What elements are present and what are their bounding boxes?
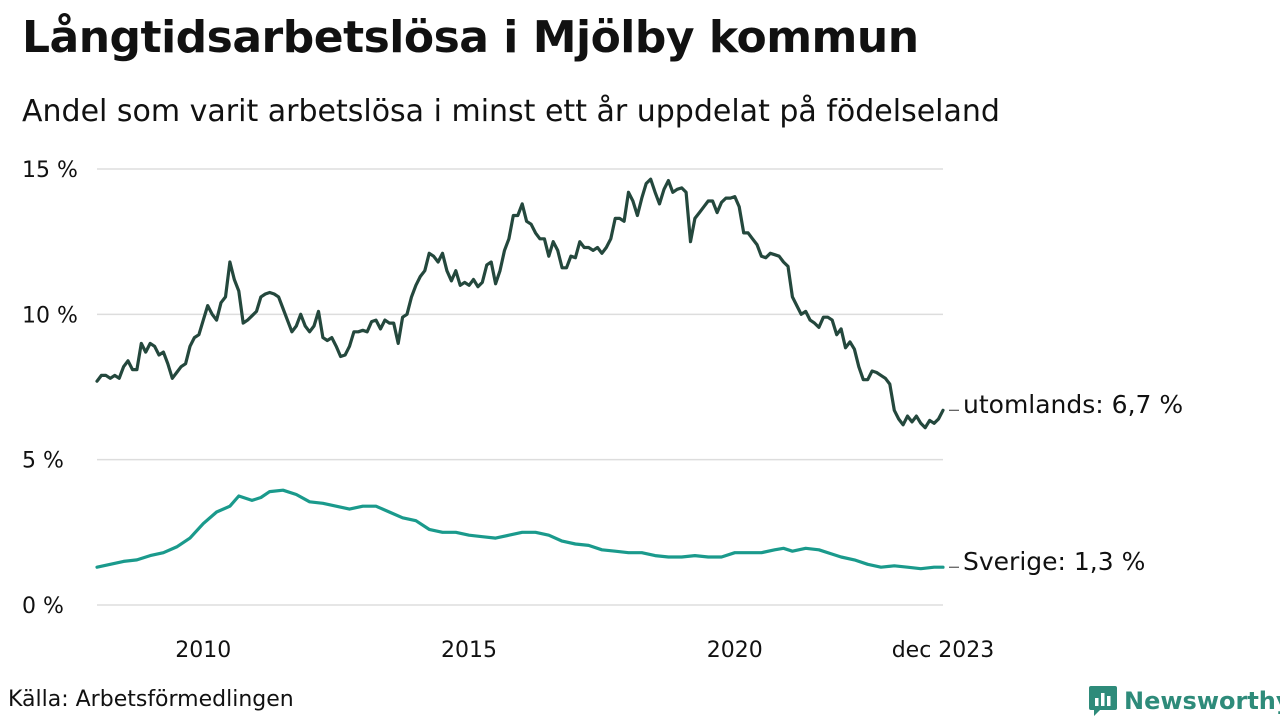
series-line-sverige	[95, 488, 945, 571]
y-axis-ticks: 0 % 5 % 10 % 15 %	[22, 158, 78, 619]
y-tick-label: 5 %	[22, 449, 64, 474]
y-tick-label: 0 %	[22, 594, 64, 619]
brand-logo: Newsworthy	[1088, 684, 1280, 718]
source-note: Källa: Arbetsförmedlingen	[8, 687, 294, 712]
series-lines	[95, 177, 945, 571]
end-label-utomlands: utomlands: 6,7 %	[963, 390, 1183, 419]
y-tick-label: 15 %	[22, 158, 78, 183]
end-label-sverige: Sverige: 1,3 %	[963, 547, 1145, 576]
brand-name: Newsworthy	[1124, 687, 1280, 715]
newsworthy-logo-icon	[1089, 686, 1117, 716]
chart-subtitle: Andel som varit arbetslösa i minst ett å…	[22, 94, 1000, 129]
y-tick-label: 10 %	[22, 303, 78, 328]
series-line-utomlands	[95, 177, 945, 430]
end-labels: utomlands: 6,7 % Sverige: 1,3 %	[949, 390, 1183, 576]
x-tick-label: 2020	[707, 638, 763, 663]
x-tick-label: 2015	[441, 638, 497, 663]
x-tick-label: 2010	[175, 638, 231, 663]
x-axis-ticks: 2010 2015 2020 dec 2023	[175, 638, 994, 663]
gridlines	[97, 168, 943, 606]
x-tick-label: dec 2023	[892, 638, 995, 663]
chart-title: Långtidsarbetslösa i Mjölby kommun	[22, 12, 919, 63]
